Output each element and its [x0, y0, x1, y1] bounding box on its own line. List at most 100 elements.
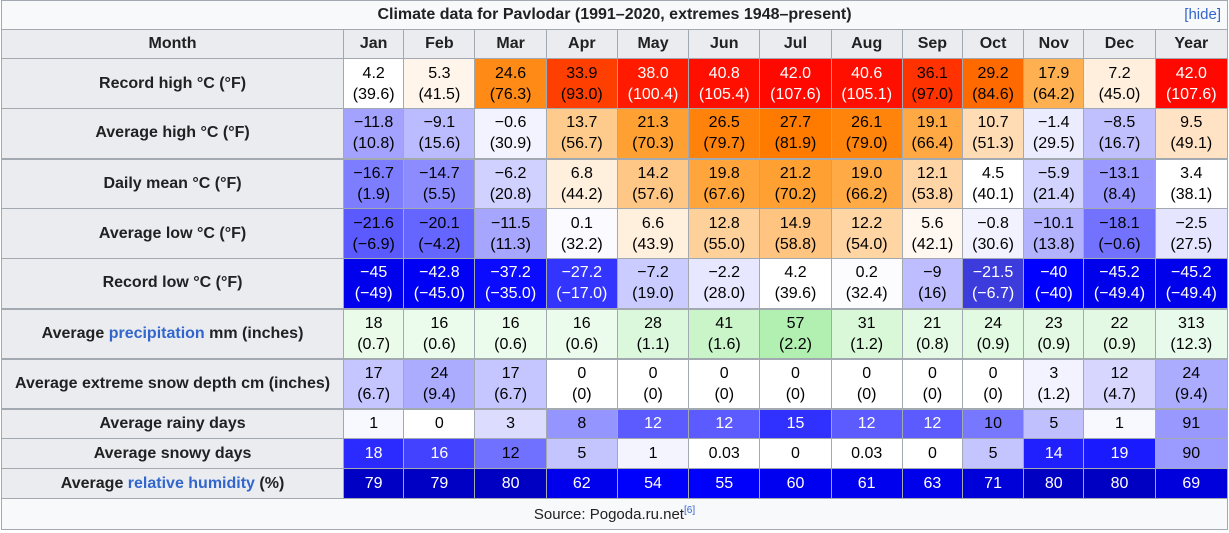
month-value-cell: −8.5 (16.7) — [1083, 108, 1156, 159]
row-label-text: Average rainy days — [99, 414, 246, 432]
month-value-cell: 19.0 (66.2) — [830, 157, 903, 209]
value-primary: 62 — [572, 475, 591, 492]
value-primary: 1 — [1115, 415, 1124, 433]
value-primary: 21.3 — [637, 114, 669, 132]
month-value-cell: −9.1 (15.6) — [403, 108, 476, 159]
month-value-cell: 16 (0.6) — [474, 307, 547, 359]
value-primary: 0 — [719, 364, 729, 382]
month-header-jun: Jun — [688, 29, 761, 59]
value-primary: 1 — [369, 415, 379, 433]
source-note: Source: Pogoda.ru.net[6] — [1, 498, 1228, 530]
value-secondary: (4.7) — [1103, 385, 1136, 403]
value-primary: 0 — [988, 364, 998, 382]
value-secondary: (1.2) — [850, 335, 884, 353]
value-primary: 19.1 — [916, 114, 948, 132]
value-secondary: (79.0) — [845, 135, 888, 153]
month-value-cell: 1 — [1083, 407, 1156, 439]
month-value-cell: 80 — [1083, 468, 1156, 499]
row-label: Record high °C (°F) — [0, 58, 345, 109]
value-secondary: (32.2) — [560, 235, 603, 253]
value-secondary: (0) — [785, 385, 806, 403]
month-header-dec: Dec — [1083, 29, 1156, 59]
value-primary: 6.8 — [570, 164, 593, 182]
value-primary: −1.4 — [1037, 114, 1070, 132]
value-primary: 26.5 — [708, 114, 740, 132]
month-header-mar: Mar — [474, 29, 547, 59]
month-value-cell: 16 (0.6) — [545, 307, 618, 359]
value-primary: 5 — [988, 445, 998, 462]
row-label-link[interactable]: precipitation — [108, 324, 205, 342]
table-row: Average low °C (°F) −21.6 (−6.9) −20.1 (−4.2… — [0, 208, 1229, 259]
value-primary: 80 — [1044, 475, 1063, 492]
value-secondary: (53.8) — [911, 185, 954, 203]
hide-toggle-link[interactable]: [hide] — [1184, 6, 1221, 23]
value-primary: 16 — [430, 314, 449, 332]
value-primary: 10 — [984, 415, 1002, 433]
value-secondary: (39.6) — [774, 285, 817, 303]
value-primary: 24 — [430, 364, 449, 382]
month-value-cell: 27.7 (81.9) — [759, 108, 832, 159]
row-label-link[interactable]: relative humidity — [127, 474, 255, 492]
value-primary: 8 — [577, 415, 587, 433]
month-value-cell: 19.8 (67.6) — [688, 157, 761, 209]
value-primary: 0 — [648, 364, 658, 382]
value-secondary: (1.2) — [1037, 385, 1071, 403]
value-primary: −45.2 — [1171, 264, 1212, 282]
value-secondary: (6.7) — [494, 385, 528, 403]
year-column-header: Year — [1154, 29, 1229, 59]
value-secondary: (21.4) — [1032, 185, 1075, 203]
month-value-cell: 0 (0) — [545, 357, 618, 409]
value-secondary: (0.6) — [565, 335, 599, 353]
source-reference-link[interactable]: [6] — [683, 505, 696, 516]
value-secondary: (64.2) — [1032, 85, 1075, 103]
value-primary: 14.9 — [779, 214, 812, 232]
month-value-cell: 6.8 (44.2) — [545, 157, 618, 209]
value-secondary: (8.4) — [1103, 185, 1136, 203]
value-primary: 12 — [501, 445, 520, 462]
month-value-cell: 14.2 (57.6) — [616, 157, 690, 209]
month-value-cell: 40.8 (105.4) — [688, 58, 761, 109]
value-primary: 24.6 — [495, 64, 527, 82]
month-value-cell: 80 — [1023, 468, 1085, 499]
value-primary: 0.2 — [855, 264, 878, 282]
month-value-cell: 0.03 — [830, 438, 903, 469]
month-value-cell: 24.6 (76.3) — [474, 58, 547, 109]
value-secondary: (107.6) — [1165, 85, 1217, 103]
value-secondary: (105.4) — [698, 85, 750, 103]
month-value-cell: 55 — [688, 468, 761, 499]
month-header-aug: Aug — [830, 29, 903, 59]
value-primary: −37.2 — [490, 264, 531, 282]
value-primary: 12.2 — [851, 214, 883, 232]
value-primary: 17 — [364, 364, 383, 382]
month-value-cell: 0 (0) — [759, 357, 832, 409]
value-primary: 0 — [927, 364, 937, 382]
value-secondary: (−6.7) — [971, 285, 1015, 303]
value-primary: 33.9 — [566, 64, 598, 82]
table-row: Average high °C (°F) −11.8 (10.8) −9.1 (15.6… — [0, 108, 1229, 159]
row-label: Daily mean °C (°F) — [0, 157, 345, 209]
value-secondary: (41.5) — [418, 85, 461, 103]
month-value-cell: −0.8 (30.6) — [961, 208, 1025, 259]
value-primary: −16.7 — [353, 164, 394, 182]
value-secondary: (11.3) — [490, 235, 531, 253]
month-value-cell: −2.2 (28.0) — [688, 258, 761, 309]
value-secondary: (−49) — [354, 285, 393, 303]
month-value-cell: 0 (0) — [901, 357, 963, 409]
value-primary: 5 — [577, 445, 587, 462]
row-label: Average high °C (°F) — [0, 108, 345, 159]
row-label: Average low °C (°F) — [0, 208, 345, 259]
value-primary: 90 — [1182, 445, 1201, 462]
value-primary: 10.7 — [977, 114, 1009, 132]
month-value-cell: 71 — [961, 468, 1025, 499]
month-value-cell: −1.4 (29.5) — [1023, 108, 1085, 159]
value-primary: 4.2 — [362, 64, 385, 82]
month-value-cell: 10 — [961, 407, 1025, 439]
month-value-cell: −45 (−49) — [343, 258, 405, 309]
month-value-cell: 0 (0) — [616, 357, 690, 409]
table-row: Average snowy days 18 16 12 5 1 0.03 0 0.03 0 5 14 1… — [0, 438, 1229, 469]
row-label-text: Record high °C (°F) — [99, 74, 247, 92]
month-value-cell: 5 — [545, 438, 618, 469]
month-value-cell: −40 (−40) — [1023, 258, 1085, 309]
row-label: Record low °C (°F) — [0, 258, 345, 309]
month-value-cell: 61 — [830, 468, 903, 499]
